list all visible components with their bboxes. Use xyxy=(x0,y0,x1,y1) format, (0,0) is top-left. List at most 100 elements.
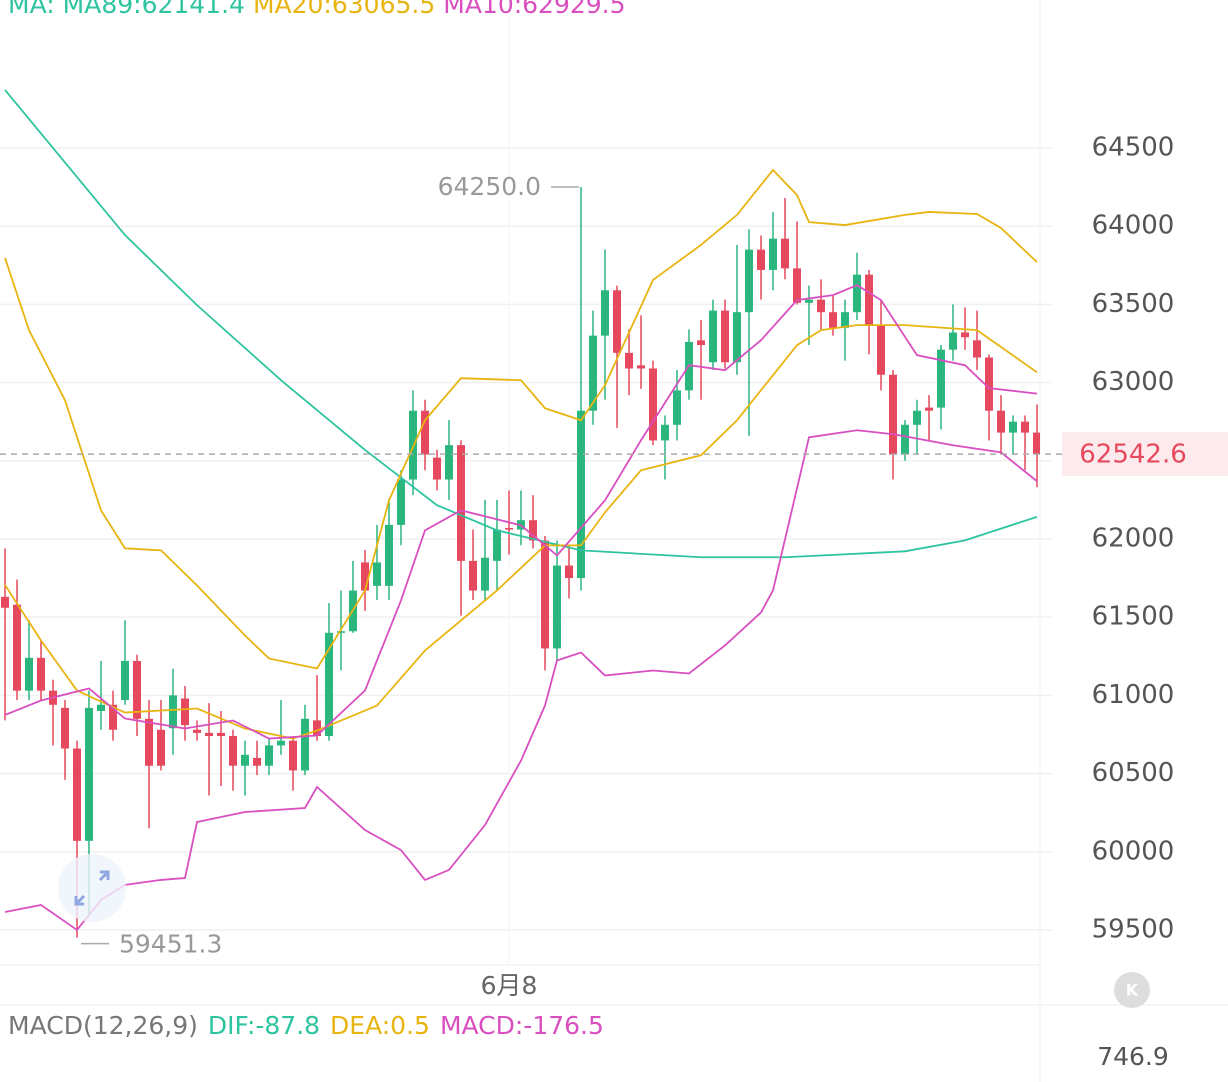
candle-body xyxy=(589,335,597,411)
y-tick-label: 62000 xyxy=(1092,523,1175,553)
candle-body xyxy=(169,695,177,729)
candle-body xyxy=(709,310,717,363)
candle-body xyxy=(649,368,657,441)
candle-body xyxy=(757,249,765,270)
y-tick-label: 61500 xyxy=(1092,602,1175,632)
ma-prefix: MA: xyxy=(8,0,55,19)
candle-body xyxy=(865,274,873,325)
svg-text:K: K xyxy=(1126,981,1139,1000)
candle-body xyxy=(913,410,921,425)
candle-body xyxy=(997,410,1005,433)
candle-body xyxy=(397,479,405,525)
candle-body xyxy=(625,352,633,369)
candle-body xyxy=(421,410,429,455)
legend-entry: MA10:62929.5 xyxy=(443,0,625,19)
candle-body xyxy=(361,562,369,591)
candle-body xyxy=(205,732,213,737)
candle-body xyxy=(793,268,801,303)
candle-body xyxy=(745,249,753,313)
low-label: 59451.3 xyxy=(119,930,222,959)
y-tick-label: 64500 xyxy=(1092,132,1175,162)
candle-body xyxy=(157,729,165,766)
candle-body xyxy=(1021,421,1029,433)
candle-body xyxy=(325,632,333,737)
legend-entry: MA20:63065.5 xyxy=(253,0,435,19)
y-tick-label: 61000 xyxy=(1092,680,1175,710)
labels: 5950060000605006100061500620006250063000… xyxy=(0,132,1228,1000)
candle-body xyxy=(805,299,813,303)
candle-body xyxy=(289,740,297,771)
macd-axis-label: 746.9 xyxy=(1097,1042,1169,1071)
candle-body xyxy=(217,732,225,737)
last-price-label: 62542.6 xyxy=(1079,440,1187,470)
candle-body xyxy=(505,528,513,530)
x-tick-label: 6月8 xyxy=(481,971,538,1000)
candle-body xyxy=(829,312,837,328)
indicator-line xyxy=(4,89,1038,559)
plot xyxy=(1,89,1040,938)
candle-body xyxy=(925,407,933,411)
candle-body xyxy=(277,740,285,746)
macd-dea: DEA:0.5 xyxy=(330,1011,430,1040)
candle-body xyxy=(193,729,201,733)
candle-body xyxy=(13,604,21,691)
candle-body xyxy=(985,357,993,411)
candle-body xyxy=(781,238,789,269)
candle-body xyxy=(433,457,441,480)
candle-body xyxy=(565,565,573,579)
candle-body xyxy=(301,718,309,771)
macd-dif: DIF:-87.8 xyxy=(208,1011,320,1040)
candle-body xyxy=(85,707,93,841)
candle-body xyxy=(949,332,957,350)
indicator-line xyxy=(4,324,1038,740)
candle-body xyxy=(697,340,705,346)
candle-body xyxy=(961,332,969,338)
macd-value: MACD:-176.5 xyxy=(440,1011,604,1040)
candle-body xyxy=(25,657,33,691)
indicator-line xyxy=(4,284,1038,740)
last-price-box xyxy=(1062,432,1228,477)
k-button[interactable]: K xyxy=(1114,972,1150,1008)
candle-body xyxy=(313,720,321,737)
y-tick-label: 60000 xyxy=(1092,836,1175,866)
indicator-line xyxy=(4,429,1038,932)
candle-body xyxy=(841,312,849,328)
candle-body xyxy=(541,540,549,649)
candle-body xyxy=(1009,421,1017,433)
y-tick-label: 63000 xyxy=(1092,367,1175,397)
candle-body xyxy=(673,390,681,425)
grid xyxy=(0,147,1052,931)
candle-body xyxy=(385,524,393,586)
candle-body xyxy=(373,562,381,586)
candle-body xyxy=(553,565,561,649)
y-tick-label: 60500 xyxy=(1092,758,1175,788)
candle-body xyxy=(97,704,105,712)
candle-body xyxy=(445,445,453,480)
candle-body xyxy=(469,560,477,591)
macd-header: MACD(12,26,9) DIF:-87.8 DEA:0.5 MACD:-176.5 xyxy=(8,1011,604,1040)
high-label: 64250.0 xyxy=(438,172,541,201)
candle-body xyxy=(337,631,345,633)
candle-body xyxy=(577,410,585,579)
indicator-line xyxy=(4,168,1038,670)
candle-body xyxy=(973,340,981,358)
candle-body xyxy=(1033,432,1040,455)
y-tick-label: 63500 xyxy=(1092,289,1175,319)
expand-button[interactable] xyxy=(58,854,126,922)
candle-body xyxy=(457,445,465,561)
candle-body xyxy=(661,424,669,441)
candle-body xyxy=(601,290,609,336)
candle-body xyxy=(901,424,909,455)
candle-body xyxy=(121,660,129,701)
ma-header: MA: MA89:62141.4 MA20:63065.5 MA10:62929.5 xyxy=(8,0,626,19)
candle-body xyxy=(61,707,69,749)
macd-title: MACD(12,26,9) xyxy=(8,1011,198,1040)
candle-body xyxy=(889,374,897,455)
legend-entry: MA89:62141.4 xyxy=(63,0,245,19)
candle-body xyxy=(937,349,945,408)
candle-body xyxy=(1,596,9,608)
candle-body xyxy=(229,736,237,766)
y-tick-label: 59500 xyxy=(1092,914,1175,944)
candle-body xyxy=(37,657,45,691)
